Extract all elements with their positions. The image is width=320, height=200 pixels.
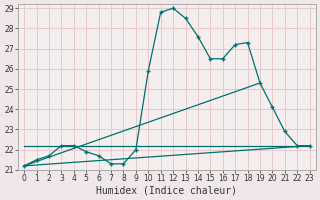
X-axis label: Humidex (Indice chaleur): Humidex (Indice chaleur) <box>96 186 237 196</box>
